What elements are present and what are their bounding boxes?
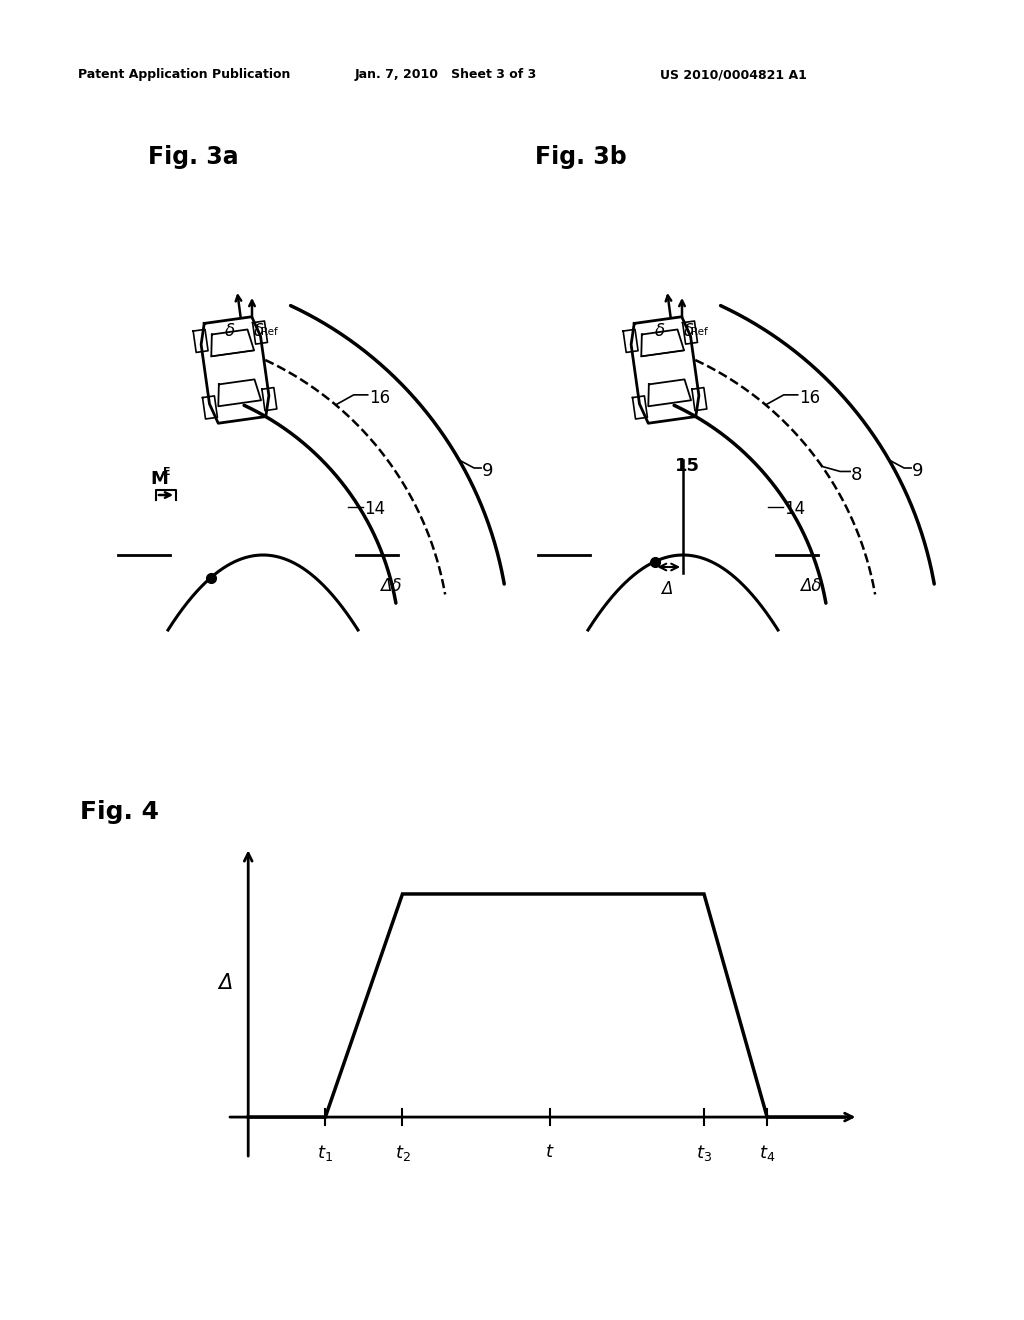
- Text: Jan. 7, 2010   Sheet 3 of 3: Jan. 7, 2010 Sheet 3 of 3: [355, 69, 538, 81]
- Text: $t_2$: $t_2$: [394, 1143, 411, 1163]
- Text: 8: 8: [851, 466, 862, 484]
- Text: δ: δ: [225, 322, 236, 341]
- Text: 9: 9: [482, 462, 494, 480]
- Text: Δ: Δ: [219, 973, 232, 993]
- Text: 9: 9: [912, 462, 924, 480]
- Text: $t$: $t$: [545, 1143, 555, 1162]
- Text: Fig. 3b: Fig. 3b: [535, 145, 627, 169]
- Text: 14: 14: [364, 500, 385, 517]
- Text: M: M: [150, 470, 168, 488]
- Text: Ref: Ref: [261, 327, 278, 337]
- Text: 16: 16: [369, 389, 390, 407]
- Text: US 2010/0004821 A1: US 2010/0004821 A1: [660, 69, 807, 81]
- Text: Δδ: Δδ: [800, 577, 821, 595]
- Text: Patent Application Publication: Patent Application Publication: [78, 69, 291, 81]
- Text: Δ: Δ: [660, 579, 672, 598]
- Text: Δδ: Δδ: [380, 577, 401, 595]
- Text: $t_4$: $t_4$: [759, 1143, 775, 1163]
- Text: Ref: Ref: [691, 327, 708, 337]
- Text: δ: δ: [254, 322, 264, 341]
- Text: E: E: [163, 467, 171, 477]
- Text: 16: 16: [799, 389, 820, 407]
- Text: $t_3$: $t_3$: [696, 1143, 712, 1163]
- Text: δ: δ: [655, 322, 666, 341]
- Text: 15: 15: [675, 457, 700, 475]
- Text: δ: δ: [684, 322, 694, 341]
- Text: Fig. 4: Fig. 4: [80, 800, 159, 824]
- Text: 14: 14: [784, 500, 805, 517]
- Text: Fig. 3a: Fig. 3a: [148, 145, 239, 169]
- Text: $t_1$: $t_1$: [317, 1143, 333, 1163]
